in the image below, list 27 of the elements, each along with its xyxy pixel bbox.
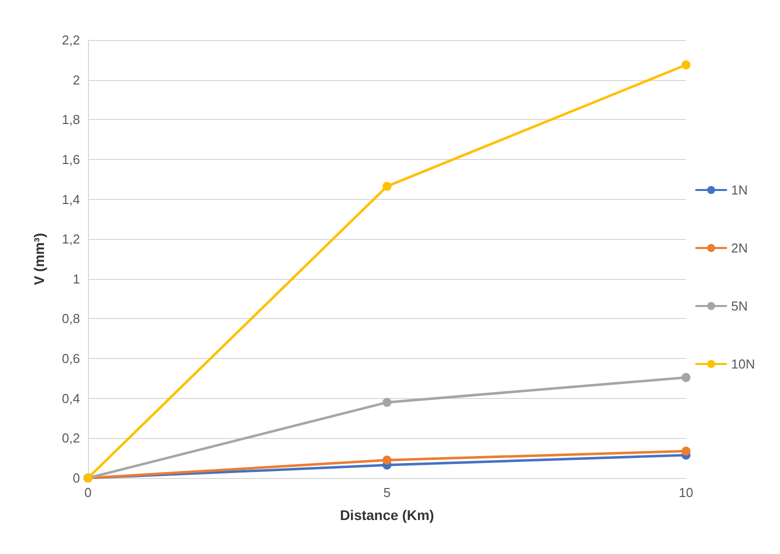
y-tick-label: 0,4 (62, 390, 80, 406)
y-tick-label: 0,6 (62, 351, 80, 366)
point (382, 398, 392, 407)
y-tick-label: 0 (72, 470, 80, 486)
x-axis-title: Distance (Km) (340, 507, 434, 523)
y-tick-label: 1,4 (62, 192, 80, 207)
legend-label: 10N (731, 356, 756, 372)
legend-label: 5N (731, 298, 748, 314)
y-tick-label: 0,2 (62, 430, 80, 446)
y-tick-label: 1,8 (62, 112, 80, 128)
x-tick-label: 5 (383, 485, 391, 500)
x-tick-label: 10 (678, 485, 694, 500)
point (682, 372, 690, 382)
point (382, 456, 392, 465)
x-tick-label: 0 (84, 485, 92, 500)
y-tick-label: 1,6 (62, 152, 80, 167)
y-tick-label: 1 (72, 271, 80, 286)
legend-label: 2N (731, 240, 748, 256)
y-tick-label: 2 (72, 72, 80, 88)
y-tick-label: 0,8 (62, 311, 80, 326)
legend-label: 1N (731, 182, 748, 198)
y-tick-label: 2,2 (62, 32, 80, 48)
point (682, 60, 690, 70)
point (382, 182, 392, 191)
point (682, 446, 690, 456)
y-axis-title: V (mm³) (31, 232, 47, 286)
y-tick-label: 1,2 (62, 232, 80, 247)
